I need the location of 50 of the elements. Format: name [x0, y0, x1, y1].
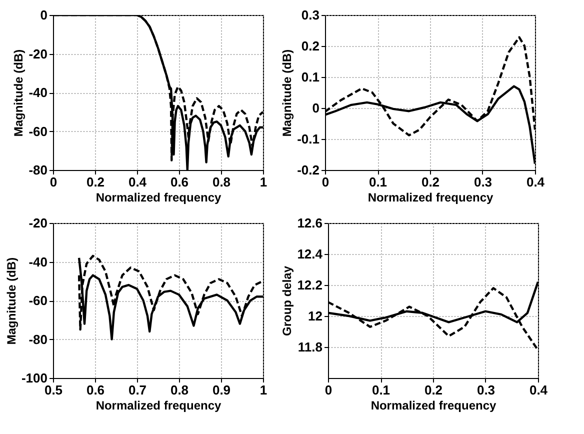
y-tick-label: -20 — [28, 216, 48, 230]
x-tick-label: 0.1 — [368, 174, 388, 190]
y-tick-label: 12.6 — [297, 216, 322, 230]
x-tick-label: 0.8 — [170, 382, 189, 398]
y-tick-label: 12.2 — [297, 278, 322, 292]
x-tick-label: 1 — [260, 382, 268, 398]
x-tick-label: 0.7 — [128, 382, 147, 398]
y-tick-label: 0 — [312, 100, 320, 116]
x-axis-title: Normalized frequency — [96, 398, 222, 412]
x-tick-label: 0.4 — [128, 174, 148, 190]
x-tick-label: 0.2 — [86, 174, 105, 190]
x-tick-label: 0.2 — [421, 174, 440, 190]
x-tick-label: 0.5 — [44, 382, 63, 398]
x-tick-label: 0.4 — [526, 174, 546, 190]
y-tick-label: -20 — [28, 46, 48, 62]
y-tick-label: -40 — [28, 85, 48, 100]
x-tick-label: 0 — [324, 382, 332, 398]
y-tick-label: 0.3 — [301, 8, 320, 22]
x-tick-label: 0.3 — [474, 174, 492, 190]
y-tick-label: -0.1 — [297, 132, 320, 146]
x-tick-label: 0.6 — [170, 174, 189, 190]
x-tick-label: 0.2 — [424, 382, 443, 398]
y-tick-label: 0 — [40, 8, 48, 22]
y-axis-title: Group delay — [280, 266, 294, 336]
y-tick-label: -40 — [28, 254, 48, 270]
y-tick-label: -60 — [28, 293, 48, 308]
y-tick-label: 12 — [308, 308, 322, 324]
y-axis-title: Magnitude (dB) — [4, 257, 18, 345]
x-tick-label: 0 — [50, 174, 58, 190]
x-axis-title: Normalized frequency — [368, 190, 494, 204]
y-tick-label: -100 — [21, 370, 48, 386]
x-axis-title: Normalized frequency — [96, 190, 222, 204]
x-tick-label: 0.9 — [212, 382, 231, 398]
x-tick-label: 0.8 — [212, 174, 231, 190]
y-tick-label: 0.1 — [301, 70, 320, 84]
y-tick-label: 12.4 — [297, 246, 324, 262]
x-tick-label: 0.6 — [86, 382, 105, 398]
y-tick-label: -80 — [28, 162, 48, 178]
y-tick-label: 11.8 — [298, 340, 322, 354]
x-tick-label: 1 — [260, 174, 268, 190]
y-tick-label: -60 — [28, 124, 48, 139]
x-tick-label: 0.1 — [372, 382, 390, 398]
y-axis-title: Magnitude (dB) — [280, 49, 294, 137]
x-tick-label: 0.3 — [476, 382, 496, 398]
y-tick-label: 0.2 — [301, 38, 320, 54]
y-tick-label: -0.2 — [297, 162, 320, 178]
x-tick-label: 0.4 — [529, 382, 548, 398]
x-axis-title: Normalized frequency — [370, 398, 497, 412]
y-axis-title: Magnitude (dB) — [12, 49, 26, 137]
y-tick-label: -80 — [28, 332, 48, 347]
